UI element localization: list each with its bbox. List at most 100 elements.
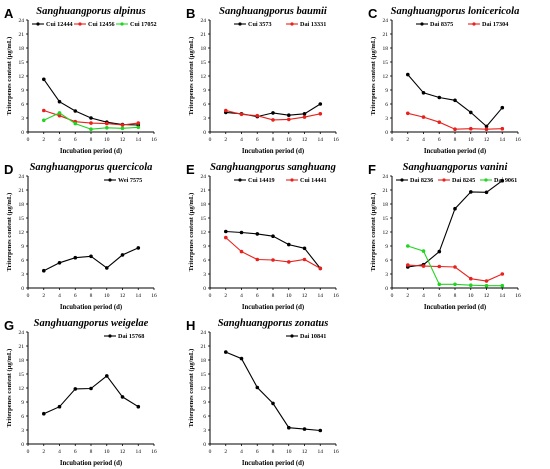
series-dai-17304-point-12	[484, 127, 489, 131]
x-tick-label: 8	[454, 293, 457, 299]
legend-item-dai-10841: Dai 10841	[286, 333, 326, 340]
series-cui-12456-point-14	[136, 121, 141, 125]
y-tick-label: 3	[203, 428, 206, 434]
legend-swatch-marker	[78, 22, 82, 26]
panel-label: D	[4, 162, 13, 177]
series-cui-12444-point-6	[73, 109, 78, 113]
x-tick-label: 0	[209, 449, 212, 455]
x-tick-label: 4	[240, 137, 243, 143]
series-cui-17052-point-8	[89, 127, 93, 131]
y-tick-label: 18	[201, 202, 207, 208]
y-tick-label: 9	[203, 88, 206, 94]
series-dai-9061-point-8	[453, 282, 457, 287]
x-tick-label: 10	[286, 449, 292, 455]
x-tick-label: 10	[286, 137, 292, 143]
x-tick-label: 10	[468, 137, 474, 143]
x-axis-title: Incubation period (d)	[242, 148, 304, 155]
legend-label: Dai 8375	[430, 21, 453, 28]
x-tick-label: 16	[515, 137, 521, 143]
x-tick-label: 16	[333, 137, 339, 143]
legend-item-wei-7575: Wei 7575	[104, 177, 142, 184]
series-dai-10841-point-8	[271, 401, 275, 406]
series-dai-8245-point-6	[437, 264, 442, 269]
x-tick-label: 14	[500, 137, 506, 143]
legend-label: Cui 14419	[248, 177, 275, 184]
series-cui-12456-point-12	[120, 123, 125, 127]
series-dai-8236-point-14	[500, 178, 505, 183]
series-cui-14419-point-10	[287, 242, 291, 247]
x-tick-label: 4	[240, 449, 243, 455]
y-tick-label: 15	[19, 216, 25, 222]
legend-swatch-marker	[442, 178, 446, 182]
y-axis-title: Triterpenes content (μg/mL)	[188, 349, 195, 428]
y-tick-label: 24	[19, 330, 25, 336]
series-dai-8375-point-4	[421, 91, 426, 95]
y-tick-label: 18	[383, 202, 389, 208]
series-wei-7575-point-2	[42, 268, 46, 273]
legend-item-cui-12444: Cui 12444	[32, 21, 73, 28]
series-cui-12444-point-2	[42, 77, 46, 82]
x-axis-title: Incubation period (d)	[242, 460, 304, 467]
y-tick-label: 12	[19, 74, 25, 80]
x-tick-label: 2	[42, 137, 45, 143]
series-dai-17304	[406, 111, 505, 131]
series-dai-15768	[42, 374, 141, 416]
y-tick-label: 6	[385, 102, 388, 108]
series-dai-9061-point-2	[406, 244, 410, 248]
legend-label: Dai 8236	[410, 177, 433, 184]
series-dai-15768-point-10	[105, 374, 109, 378]
series-dai-10841-point-4	[239, 356, 244, 361]
legend-swatch-marker	[290, 22, 294, 26]
y-tick-label: 6	[203, 102, 206, 108]
series-dai-9061-point-4	[421, 249, 426, 253]
y-tick-label: 6	[21, 414, 24, 420]
series-dai-15768-point-12	[120, 395, 125, 399]
x-tick-label: 4	[422, 137, 425, 143]
x-axis-title: Incubation period (d)	[424, 304, 486, 311]
legend-label: Dai 13331	[300, 21, 326, 28]
series-dai-8236	[406, 178, 505, 269]
series-wei-7575	[42, 246, 141, 273]
legend-item-cui-12456: Cui 12456	[74, 21, 115, 28]
legend-swatch-marker	[108, 334, 112, 338]
series-cui-17052	[42, 111, 141, 131]
x-tick-label: 2	[224, 137, 227, 143]
series-cui-12444-point-8	[89, 116, 93, 120]
series-cui-3573-point-8	[271, 111, 275, 115]
y-axis-title: Triterpenes content (μg/mL)	[6, 349, 13, 428]
y-tick-label: 15	[19, 60, 25, 66]
legend-item-dai-8236: Dai 8236	[396, 177, 433, 184]
x-tick-label: 12	[302, 137, 308, 143]
y-tick-label: 18	[383, 46, 389, 52]
x-tick-label: 0	[27, 449, 30, 455]
x-tick-label: 0	[209, 137, 212, 143]
y-tick-label: 21	[201, 344, 207, 350]
x-axis-title: Incubation period (d)	[60, 304, 122, 311]
legend-swatch-marker	[238, 178, 242, 182]
y-tick-label: 12	[19, 386, 25, 392]
panel-title: Sanghuangporus quercicola	[30, 162, 153, 173]
legend-item-dai-13331: Dai 13331	[286, 21, 326, 28]
x-tick-label: 16	[151, 293, 157, 299]
y-tick-label: 18	[201, 358, 207, 364]
legend-item-dai-8245: Dai 8245	[438, 177, 475, 184]
series-cui-14441-line	[225, 237, 321, 269]
x-tick-label: 10	[468, 293, 474, 299]
series-dai-8236-point-12	[484, 190, 489, 195]
y-tick-label: 0	[21, 130, 24, 136]
panel-label: G	[4, 318, 14, 333]
panel-c: C Sanghuangporus lonicericola036912151821…	[368, 6, 521, 155]
x-tick-label: 2	[224, 449, 227, 455]
y-tick-label: 3	[21, 428, 24, 434]
x-tick-label: 14	[136, 449, 142, 455]
x-tick-label: 16	[333, 293, 339, 299]
series-cui-17052-point-4	[57, 111, 62, 115]
series-cui-12456-point-4	[57, 113, 62, 118]
x-tick-label: 16	[151, 449, 157, 455]
x-tick-label: 12	[484, 293, 490, 299]
x-tick-label: 2	[406, 293, 409, 299]
x-tick-label: 14	[500, 293, 506, 299]
series-dai-8245-point-4	[421, 264, 426, 268]
y-tick-label: 3	[385, 116, 388, 122]
